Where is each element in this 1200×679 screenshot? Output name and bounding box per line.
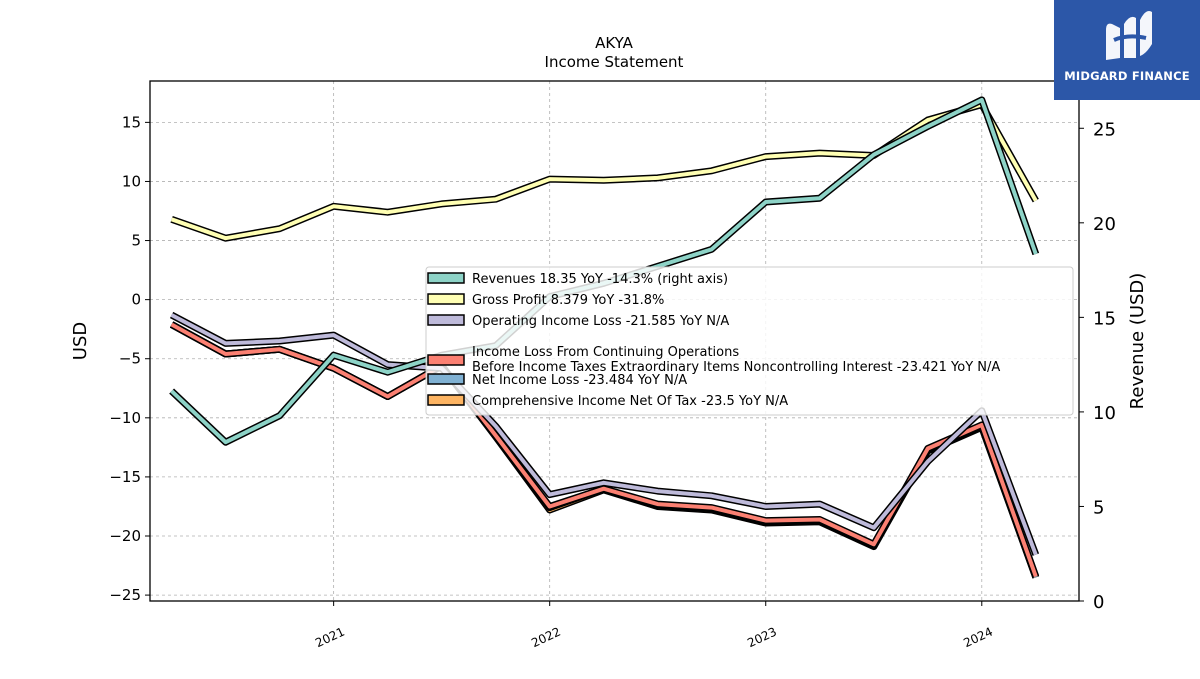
legend-label: Before Income Taxes Extraordinary Items … — [472, 360, 1000, 375]
legend-swatch — [427, 394, 465, 406]
y-tick-label-right: 10 — [1093, 403, 1116, 424]
y-tick-label-left: 5 — [131, 232, 141, 250]
legend-label: Comprehensive Income Net Of Tax -23.5 Yo… — [472, 394, 788, 409]
y-tick-label-right: 0 — [1093, 592, 1104, 613]
y-tick-label-left: 0 — [131, 291, 141, 309]
y-tick-label-left: 10 — [122, 172, 141, 190]
plot-frame — [149, 80, 1080, 602]
chart-title: AKYA — [595, 34, 634, 52]
y-tick-label-right: 5 — [1093, 497, 1104, 518]
midgard-logo-icon — [1106, 11, 1152, 61]
brand-name: MIDGARD FINANCE — [1064, 69, 1190, 83]
legend-label: Operating Income Loss -21.585 YoY N/A — [472, 314, 729, 329]
legend-label: Income Loss From Continuing Operations — [472, 345, 739, 360]
legend-box — [425, 266, 1074, 416]
legend-label: Revenues 18.35 YoY -14.3% (right axis) — [472, 272, 728, 287]
y-tick-label-left: 15 — [122, 113, 141, 131]
x-tick-label: 2023 — [745, 625, 779, 651]
legend-swatch — [427, 293, 465, 305]
x-tick-label: 2021 — [313, 625, 347, 651]
y-tick-label-left: −25 — [109, 586, 141, 604]
legend-swatch — [427, 354, 465, 366]
legend: Revenues 18.35 YoY -14.3% (right axis) Gr… — [425, 266, 1074, 416]
legend-swatch — [427, 314, 465, 326]
x-tick-label: 2024 — [961, 625, 995, 651]
legend-swatch — [427, 373, 465, 385]
series-lines — [169, 96, 1040, 579]
y-tick-label-right: 25 — [1093, 119, 1116, 140]
y-axis-label-right: Revenue (USD) — [1127, 273, 1148, 410]
y-axis-label-left: USD — [70, 322, 91, 360]
chart-subtitle: Income Statement — [545, 53, 684, 71]
series-line — [170, 322, 1038, 578]
y-tick-label-right: 20 — [1093, 214, 1116, 235]
y-tick-label-left: −5 — [119, 350, 141, 368]
x-tick-label: 2022 — [529, 625, 563, 651]
y-tick-label-right: 15 — [1093, 308, 1116, 329]
legend-label: Gross Profit 8.379 YoY -31.8% — [472, 293, 664, 308]
series-line — [170, 313, 1038, 556]
midgard-finance-logo: MIDGARD FINANCE — [1054, 0, 1200, 100]
series-line — [170, 102, 1038, 241]
y-tick-label-left: −20 — [109, 527, 141, 545]
y-tick-label-left: −10 — [109, 409, 141, 427]
legend-swatch — [427, 272, 465, 284]
legend-label: Net Income Loss -23.484 YoY N/A — [472, 373, 687, 388]
axes: −25 −20 −15 −10 −5 0 5 10 15 0 5 10 15 20 25 2021 2022 20… — [109, 113, 1116, 650]
y-tick-label-left: −15 — [109, 468, 141, 486]
